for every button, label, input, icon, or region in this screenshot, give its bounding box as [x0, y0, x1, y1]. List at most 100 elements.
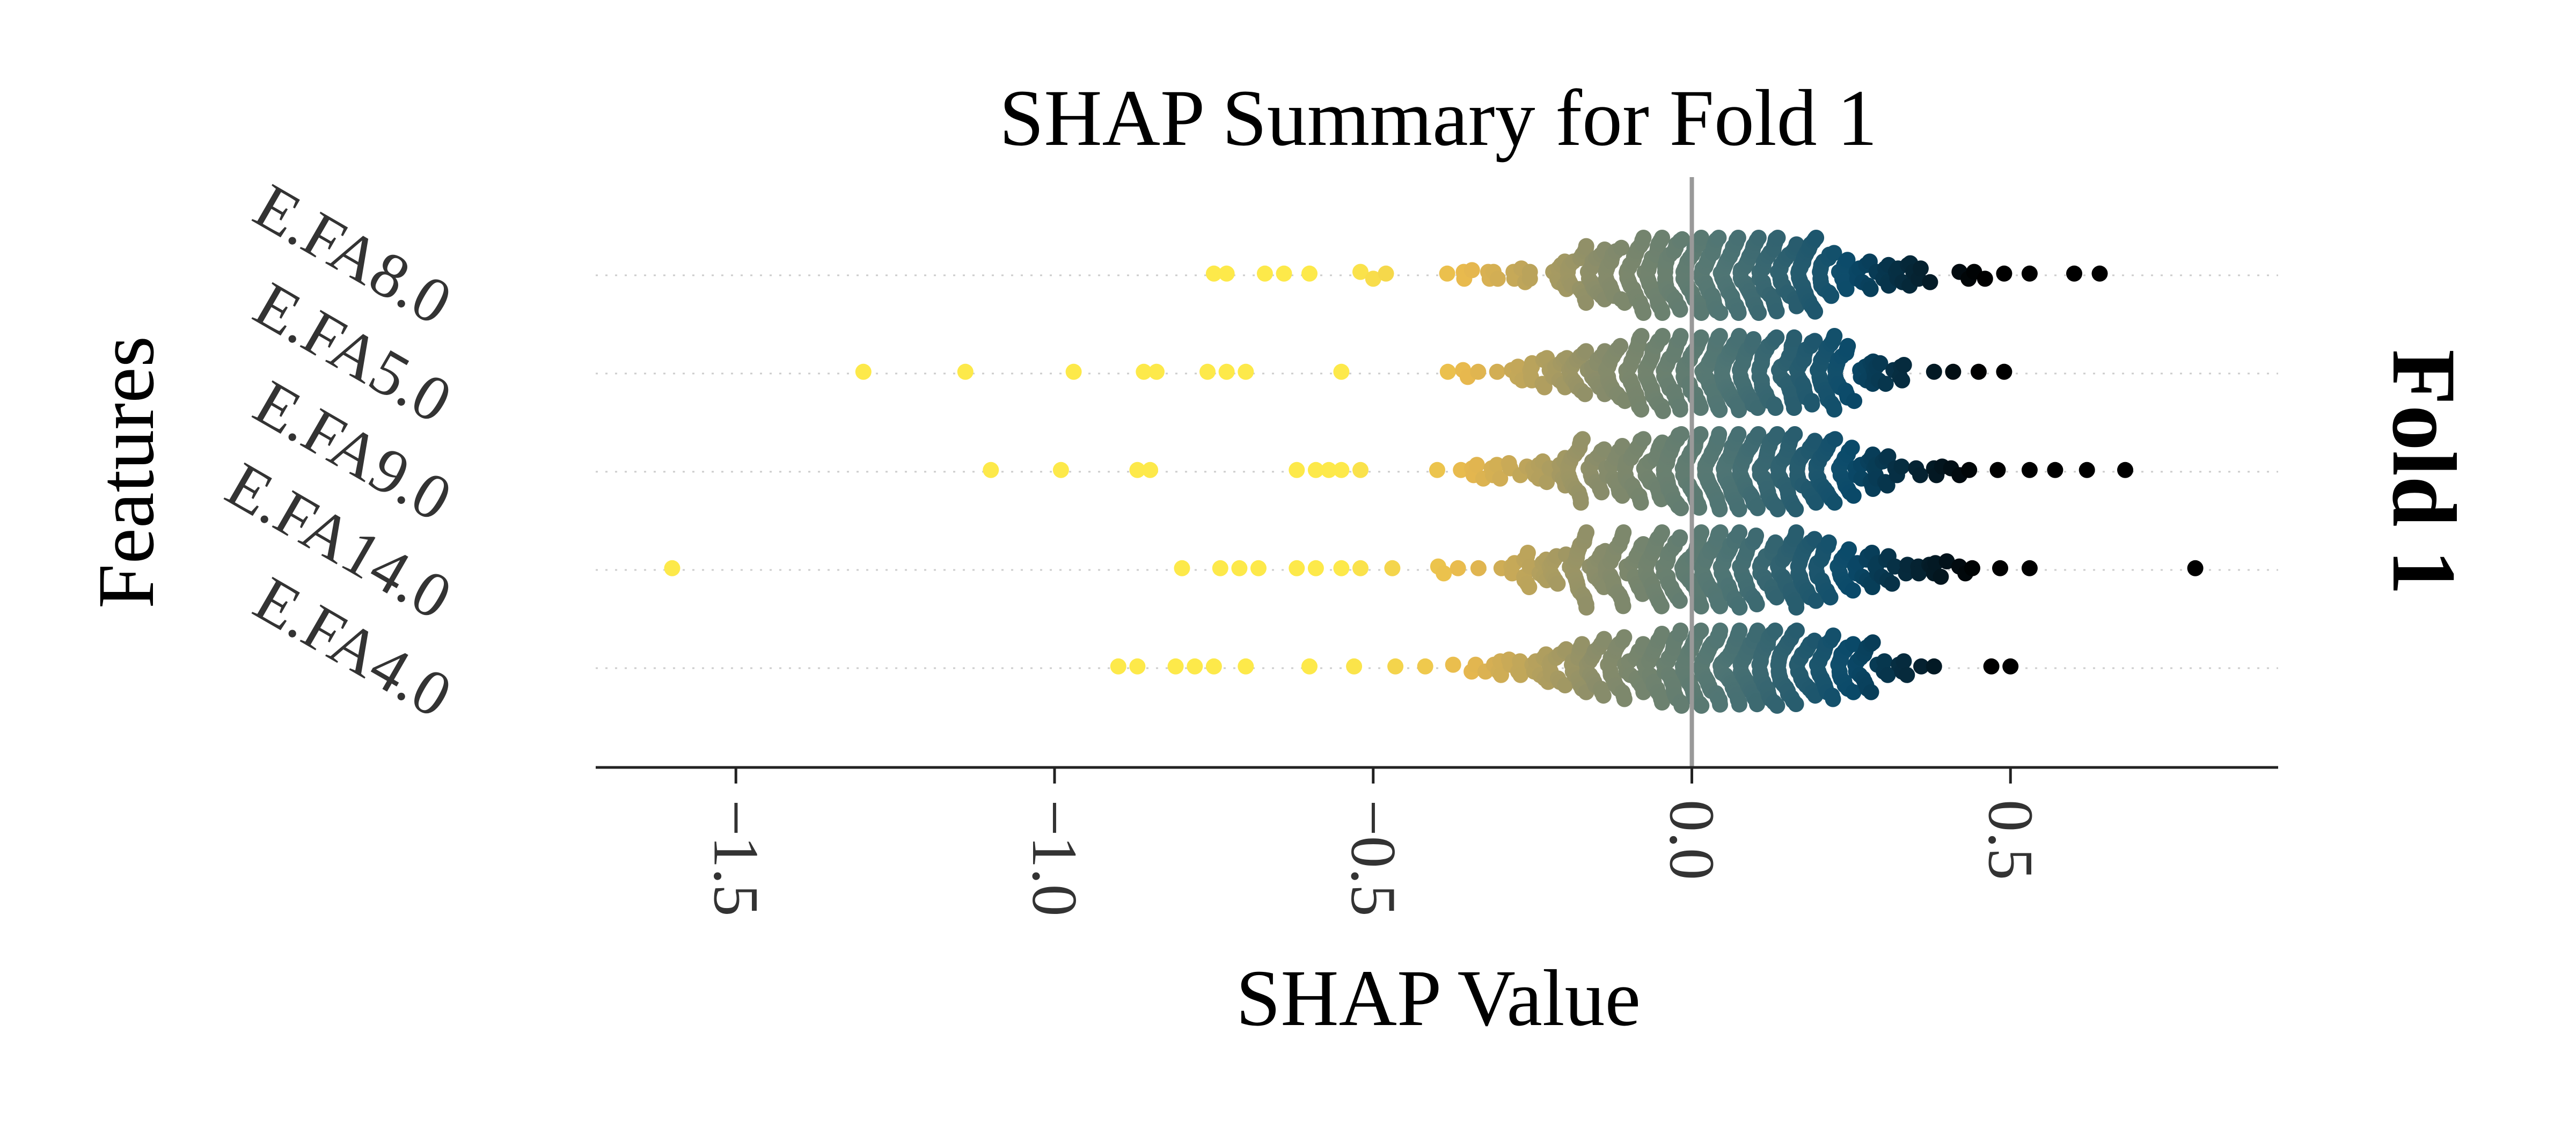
shap-point	[1730, 305, 1747, 321]
shap-point	[1769, 230, 1786, 246]
shap-point	[1693, 598, 1709, 614]
shap-point	[1218, 265, 1235, 282]
shap-point	[1142, 462, 1159, 478]
shap-point	[1301, 658, 1318, 675]
shap-point	[1578, 524, 1595, 540]
shap-point	[1926, 363, 1942, 380]
shap-point	[1693, 305, 1710, 321]
shap-point	[1276, 265, 1292, 282]
shap-point	[1489, 270, 1506, 287]
shap-point	[855, 363, 872, 380]
x-axis-label: SHAP Value	[1236, 954, 1641, 1043]
shap-point	[1912, 467, 1928, 484]
shap-point	[1879, 667, 1896, 683]
shap-point	[1750, 500, 1766, 516]
shap-point	[1321, 462, 1337, 478]
shap-point	[1346, 658, 1363, 675]
shap-point	[1712, 305, 1729, 321]
shap-point	[1575, 431, 1591, 448]
shap-point	[1129, 658, 1146, 675]
shap-point	[1653, 626, 1670, 642]
shap-point	[1748, 528, 1765, 544]
shap-point	[1692, 426, 1709, 442]
shap-point	[1712, 696, 1728, 713]
shap-point	[1578, 599, 1595, 616]
shap-point	[1493, 667, 1509, 683]
shap-point	[1615, 598, 1631, 614]
shap-point	[1635, 230, 1652, 246]
shap-point	[1654, 328, 1671, 344]
shap-point	[1938, 553, 1955, 569]
shap-point	[1896, 653, 1912, 670]
shap-point	[1711, 501, 1728, 517]
shap-point	[1710, 230, 1727, 246]
shap-point	[1992, 560, 2008, 576]
shap-point	[1445, 656, 1461, 673]
shap-point	[1510, 358, 1526, 375]
shap-point	[1693, 524, 1710, 540]
shap-point	[1970, 363, 1987, 380]
shap-point	[1768, 329, 1785, 346]
y-axis-label: Features	[82, 336, 171, 609]
shap-point	[1616, 691, 1633, 707]
shap-point	[957, 363, 974, 380]
shap-point	[1879, 477, 1896, 494]
shap-point	[1439, 265, 1455, 282]
shap-point	[1786, 329, 1803, 346]
shap-point	[1612, 338, 1629, 354]
shap-point	[1983, 658, 2000, 675]
shap-point	[1212, 560, 1228, 576]
shap-point	[1945, 363, 1962, 380]
shap-point	[1333, 462, 1350, 478]
shap-point	[1827, 431, 1843, 448]
shap-point	[1884, 575, 1900, 592]
x-tick-label: −1.5	[700, 800, 772, 917]
shap-point	[1826, 328, 1843, 344]
shap-point	[1352, 264, 1368, 280]
shap-point	[1439, 363, 1456, 380]
shap-point	[1654, 524, 1670, 540]
shap-point	[2021, 265, 2038, 282]
shap-point	[1877, 376, 1894, 392]
shap-point	[1616, 629, 1633, 646]
shap-point	[2187, 560, 2204, 576]
shap-point	[1519, 545, 1536, 561]
shap-point	[1825, 691, 1841, 707]
shap-point	[1838, 281, 1855, 297]
shap-point	[1896, 357, 1912, 373]
shap-point	[1922, 274, 1938, 290]
shap-point	[1671, 592, 1688, 609]
shap-point	[1788, 696, 1804, 712]
shap-point	[1596, 631, 1612, 647]
shap-point	[1751, 305, 1767, 321]
shap-point	[1731, 696, 1747, 713]
shap-point	[1673, 426, 1689, 442]
shap-point	[1489, 363, 1505, 380]
shap-point	[1673, 698, 1690, 714]
shap-point	[1549, 575, 1566, 592]
shap-point	[1250, 560, 1267, 576]
shap-point	[1307, 560, 1324, 576]
shap-point	[1539, 474, 1555, 491]
shap-point	[1864, 634, 1881, 650]
shap-point	[1333, 560, 1350, 576]
shap-point	[1767, 623, 1783, 639]
shap-point	[1672, 302, 1688, 318]
x-tick-label: −0.5	[1338, 800, 1409, 917]
shap-point	[2047, 462, 2063, 478]
shap-point	[1748, 596, 1765, 612]
shap-point	[1788, 501, 1804, 517]
shap-point	[1595, 687, 1612, 704]
shap-point	[1557, 677, 1574, 693]
shap-point	[1863, 684, 1879, 700]
shap-point	[1574, 636, 1590, 653]
shap-point	[1840, 338, 1856, 354]
shap-point	[1872, 355, 1889, 371]
shap-point	[1767, 534, 1784, 551]
shap-point	[1845, 684, 1862, 700]
shap-point	[1807, 592, 1824, 609]
shap-point	[1845, 582, 1861, 599]
shap-point	[1826, 494, 1843, 511]
shap-point	[1745, 331, 1762, 347]
shap-point	[1205, 658, 1222, 675]
